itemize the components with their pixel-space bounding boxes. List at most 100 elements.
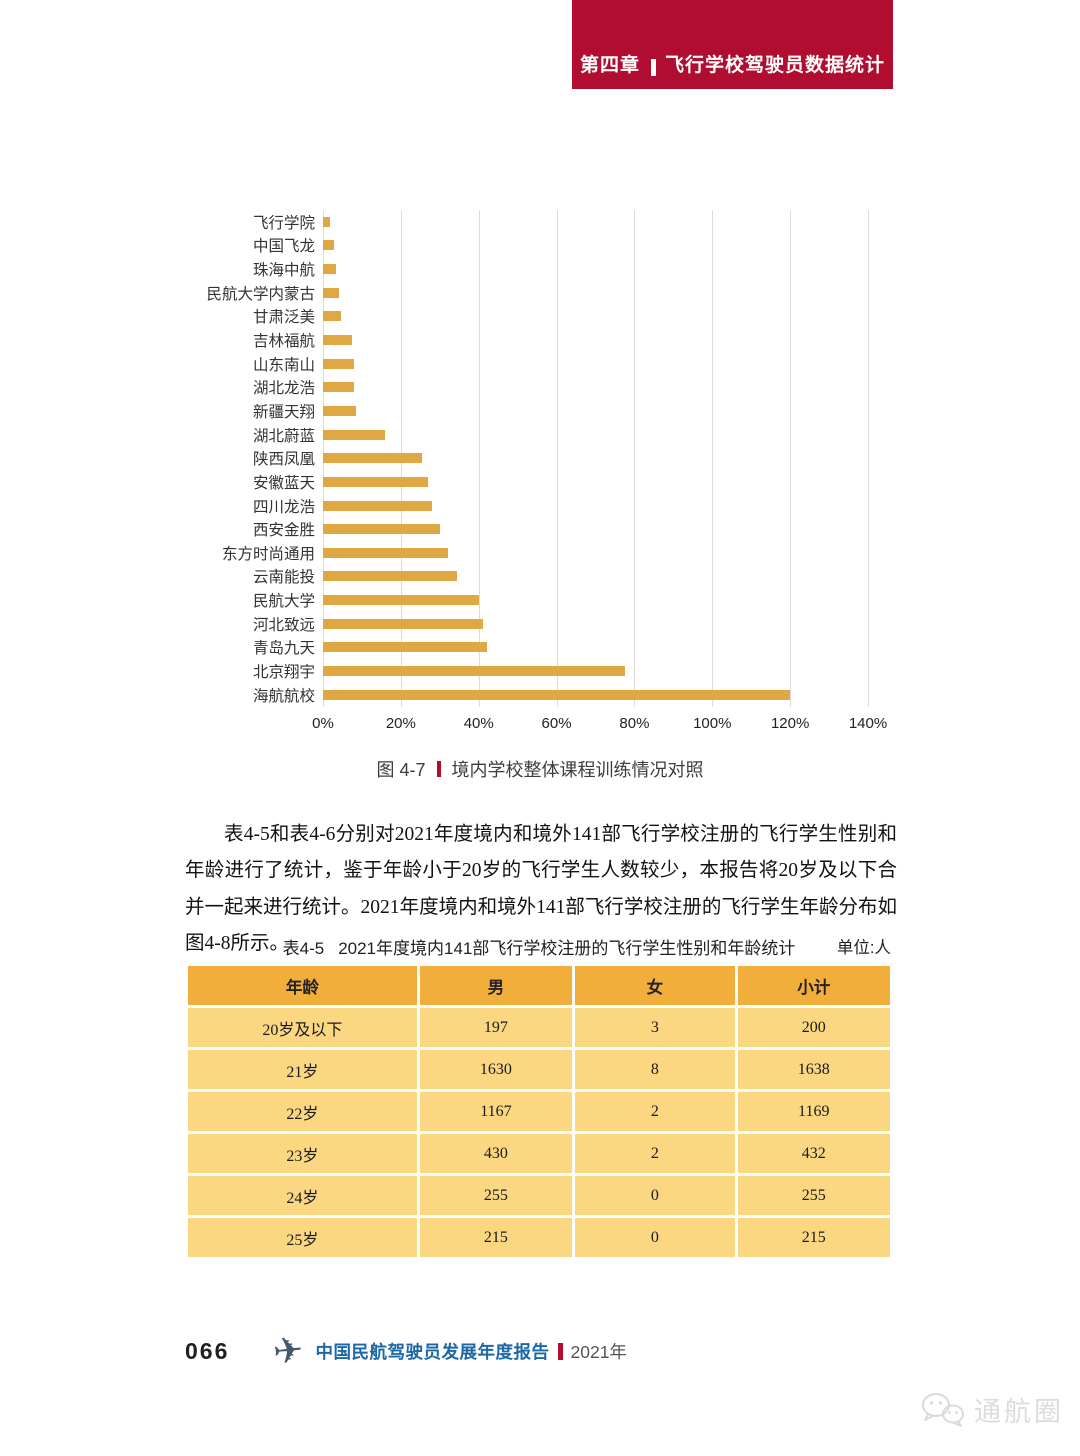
chart-row: 民航大学: [183, 588, 868, 612]
chart-category-label: 湖北龙浩: [252, 380, 315, 398]
chart-bar-track: [323, 659, 868, 683]
table-row: 20岁及以下 197 3 200: [188, 1008, 890, 1047]
chart-bar: [323, 571, 458, 582]
gridline-140%: [868, 210, 869, 707]
table-cell: 215: [419, 1218, 573, 1257]
report-title: 中国民航驾驶员发展年度报告: [315, 1341, 550, 1362]
table-unit-label: 单位:人: [836, 939, 891, 957]
age-gender-table: 年龄男女小计 20岁及以下 197 3 200 21岁 1630 8 1638 22岁 1167 2…: [185, 963, 893, 1260]
gridline-40%: [478, 210, 480, 707]
table-cell: 1630: [419, 1050, 573, 1089]
chart-row: 山东南山: [183, 352, 868, 376]
table-row: 23岁 430 2 432: [188, 1134, 890, 1173]
table-cell: 25岁: [188, 1218, 417, 1257]
chart-category-label: 山东南山: [252, 356, 315, 374]
chart-bar-track: [323, 683, 868, 707]
chart-row: 河北致远: [183, 612, 868, 636]
table-cell: 0: [575, 1218, 735, 1257]
chart-bar-track: [323, 257, 868, 281]
gridline-80%: [634, 210, 636, 707]
chart-bar: [323, 311, 341, 322]
chart-row: 新疆天翔: [183, 399, 868, 423]
chart-bar: [323, 500, 432, 511]
chart-category-label: 青岛九天: [252, 640, 315, 658]
table-row: 21岁 1630 8 1638: [188, 1050, 890, 1089]
chapter-banner: 第四章 飞行学校驾驶员数据统计: [572, 0, 893, 89]
table-header-cell: 小计: [737, 966, 890, 1005]
chart-bar-track: [323, 281, 868, 305]
watermark-text: 通航圈: [974, 1397, 1064, 1427]
chart-bar: [323, 642, 487, 653]
table-cell: 21岁: [188, 1050, 417, 1089]
chart-bar: [323, 689, 791, 700]
chart-bar-track: [323, 636, 868, 660]
table-row: 22岁 1167 2 1169: [188, 1092, 890, 1131]
chart-bar: [323, 476, 429, 487]
table-cell: 215: [737, 1218, 890, 1257]
table-cell: 20岁及以下: [188, 1008, 417, 1047]
table-caption-label: 表4-5: [282, 939, 325, 958]
chart-bar: [323, 665, 625, 676]
chart-category-label: 安徽蓝天: [252, 474, 315, 492]
chart-row: 湖北龙浩: [183, 375, 868, 399]
chart-row: 湖北蔚蓝: [183, 423, 868, 447]
figure-caption: 图 4-7 境内学校整体课程训练情况对照: [0, 756, 1080, 782]
chart-category-label: 西安金胜: [252, 522, 315, 540]
figure-caption-text: 境内学校整体课程训练情况对照: [451, 760, 704, 780]
chart-category-label: 海航航校: [252, 687, 315, 705]
watermark: 通航圈: [920, 1390, 1064, 1429]
caption-separator-bar: [436, 761, 441, 777]
banner-separator: [651, 59, 656, 76]
chart-category-label: 新疆天翔: [252, 403, 315, 421]
chart-category-label: 北京翔宇: [252, 663, 315, 681]
chart-category-label: 河北致远: [252, 616, 315, 634]
table-cell: 0: [575, 1176, 735, 1215]
table-row: 24岁 255 0 255: [188, 1176, 890, 1215]
chart-bar-track: [323, 305, 868, 329]
table-cell: 24岁: [188, 1176, 417, 1215]
chart-row: 北京翔宇: [183, 659, 868, 683]
chart-category-label: 云南能投: [252, 569, 315, 587]
chapter-number: 第四章: [579, 55, 640, 76]
chart-bar-track: [323, 210, 868, 234]
chart-row: 吉林福航: [183, 328, 868, 352]
chart-bar-track: [323, 588, 868, 612]
gridline-60%: [556, 210, 558, 707]
chart-row: 珠海中航: [183, 257, 868, 281]
table-cell: 432: [737, 1134, 890, 1173]
chart-bar: [323, 524, 440, 535]
table-body: 20岁及以下 197 3 200 21岁 1630 8 1638 22岁 1167 2 1169 23岁…: [188, 1008, 890, 1257]
chart-category-label: 珠海中航: [252, 262, 315, 280]
figure-caption-label: 图 4-7: [376, 760, 426, 780]
chart-bar-track: [323, 494, 868, 518]
chart-bar-track: [323, 352, 868, 376]
table-cell: 2: [575, 1134, 735, 1173]
chart-row: 青岛九天: [183, 636, 868, 660]
table-header-cell: 男: [419, 966, 573, 1005]
chart-bar-track: [323, 541, 868, 565]
table-cell: 255: [737, 1176, 890, 1215]
bar-chart: 飞行学院 中国飞龙 珠海中航 民航大学内蒙古 甘肃泛美 吉林福航 山东南山 湖北龙浩 新疆天翔湖…: [183, 210, 887, 750]
table-row: 25岁 215 0 215: [188, 1218, 890, 1257]
chart-category-label: 中国飞龙: [252, 238, 315, 256]
chart-row: 云南能投: [183, 565, 868, 589]
table-cell: 255: [419, 1176, 573, 1215]
table-cell: 3: [575, 1008, 735, 1047]
table-caption: 表4-5 2021年度境内141部飞行学校注册的飞行学生性别和年龄统计 单位:人: [185, 934, 893, 958]
chart-bar: [323, 382, 355, 393]
chapter-title: 飞行学校驾驶员数据统计: [665, 55, 886, 76]
chart-bar-track: [323, 517, 868, 541]
chart-row: 甘肃泛美: [183, 305, 868, 329]
chart-category-label: 陕西凤凰: [252, 451, 315, 469]
x-tick-label: 80%: [619, 715, 650, 732]
table-header-row: 年龄男女小计: [188, 966, 890, 1005]
chart-row: 海航航校: [183, 683, 868, 707]
airplane-icon: ✈: [271, 1328, 306, 1373]
table-cell: 23岁: [188, 1134, 417, 1173]
chart-bar-track: [323, 399, 868, 423]
chart-row: 民航大学内蒙古: [183, 281, 868, 305]
chart-bar: [323, 264, 337, 275]
x-tick-label: 40%: [463, 715, 494, 732]
chart-bar: [323, 429, 386, 440]
